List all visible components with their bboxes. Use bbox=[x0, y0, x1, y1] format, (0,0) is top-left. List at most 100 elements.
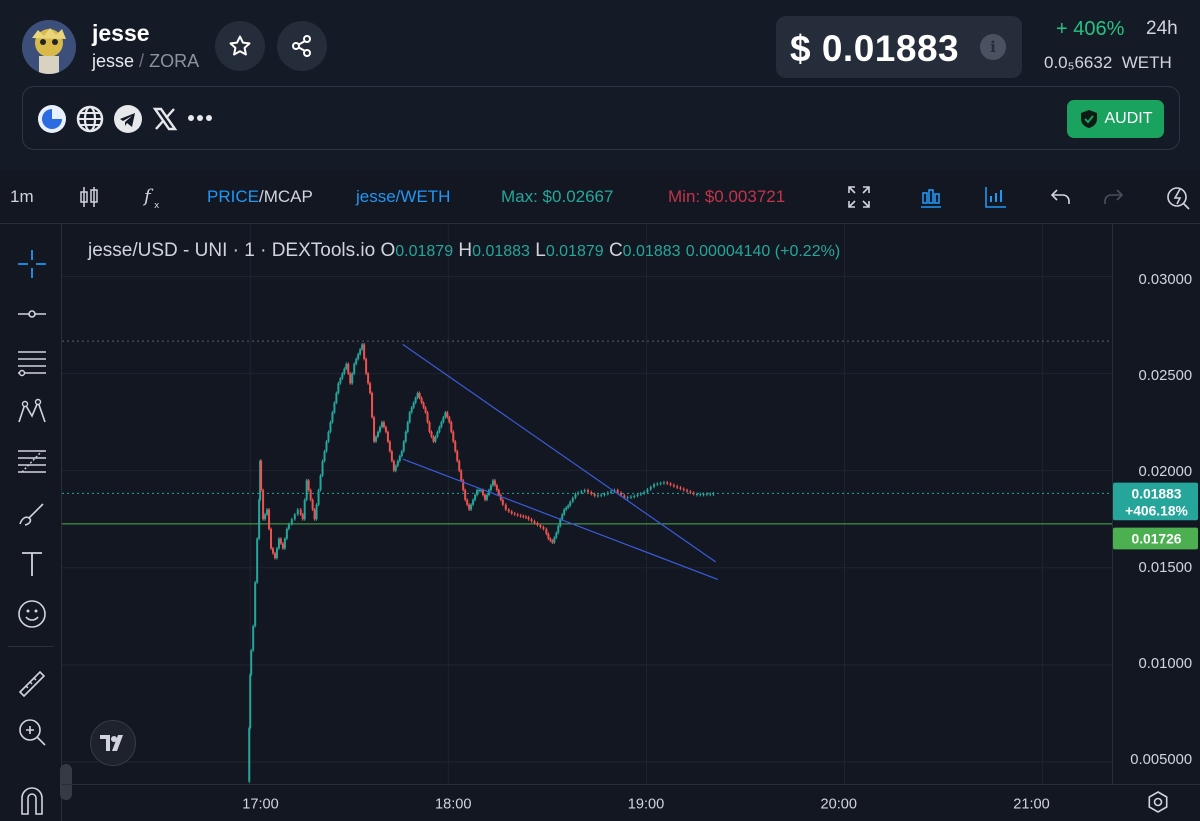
telegram-icon[interactable] bbox=[113, 104, 143, 134]
website-icon[interactable] bbox=[37, 104, 67, 134]
candle bbox=[410, 407, 413, 413]
y-tick-label: 0.01500 bbox=[1139, 560, 1193, 576]
candle bbox=[561, 514, 564, 520]
favorite-button[interactable] bbox=[215, 21, 265, 71]
x-icon[interactable] bbox=[151, 105, 179, 133]
candle bbox=[440, 422, 443, 427]
candle bbox=[545, 528, 548, 534]
indicators-icon[interactable]: f x bbox=[140, 184, 166, 210]
mcap-toggle[interactable]: MCAP bbox=[263, 187, 313, 206]
tradingview-logo[interactable] bbox=[90, 720, 136, 766]
audit-button[interactable]: AUDIT bbox=[1067, 100, 1164, 138]
candle bbox=[623, 495, 626, 498]
price-toggle[interactable]: PRICE bbox=[207, 187, 259, 206]
candle bbox=[412, 402, 415, 408]
candle bbox=[510, 511, 513, 514]
candle bbox=[367, 373, 370, 384]
candle bbox=[553, 537, 556, 543]
open-value: 0.01879 bbox=[395, 243, 454, 260]
candle bbox=[313, 509, 316, 520]
candle bbox=[375, 436, 378, 442]
fib-retracement-icon[interactable] bbox=[16, 446, 48, 478]
candle bbox=[424, 407, 427, 413]
candle bbox=[388, 441, 391, 452]
x-tick-label: 19:00 bbox=[628, 796, 664, 812]
info-icon[interactable]: i bbox=[980, 34, 1006, 60]
share-button[interactable] bbox=[277, 21, 327, 71]
volume-icon[interactable] bbox=[983, 184, 1009, 210]
candle bbox=[462, 480, 465, 491]
redo-icon[interactable] bbox=[1100, 184, 1126, 210]
fullscreen-icon[interactable] bbox=[846, 184, 872, 210]
candle bbox=[414, 397, 417, 403]
undo-icon[interactable] bbox=[1048, 184, 1074, 210]
candle bbox=[574, 493, 577, 498]
magnet-icon[interactable] bbox=[16, 784, 48, 816]
svg-text:f: f bbox=[142, 186, 154, 207]
trend-line-icon[interactable] bbox=[16, 298, 48, 330]
candle bbox=[565, 507, 568, 510]
legend-title: jesse/USD - UNI · 1 · DEXTools.io bbox=[88, 240, 376, 261]
candle bbox=[569, 501, 572, 506]
candle bbox=[551, 540, 554, 543]
time-axis[interactable]: 17:00 18:00 19:00 20:00 21:00 bbox=[62, 784, 1200, 821]
candle bbox=[497, 490, 500, 495]
candle bbox=[357, 354, 360, 359]
candle bbox=[474, 494, 477, 500]
candle bbox=[347, 363, 350, 374]
candle bbox=[258, 499, 261, 539]
candle bbox=[478, 490, 481, 492]
candle bbox=[418, 392, 421, 398]
candle bbox=[351, 373, 354, 384]
low-value: 0.01879 bbox=[545, 243, 604, 260]
candle bbox=[307, 480, 310, 491]
globe-icon[interactable] bbox=[75, 104, 105, 134]
chart-settings-icon[interactable] bbox=[1146, 790, 1170, 814]
candle bbox=[408, 412, 411, 423]
candle bbox=[593, 493, 596, 496]
candle bbox=[365, 358, 368, 374]
candle bbox=[709, 493, 712, 495]
more-icon[interactable] bbox=[187, 111, 213, 125]
crosshair-icon[interactable] bbox=[16, 248, 48, 280]
price-axis[interactable]: 0.03000 0.02500 0.02000 0.01500 0.01000 0.005… bbox=[1112, 224, 1200, 784]
pattern-icon[interactable] bbox=[16, 396, 48, 428]
interval-selector[interactable]: 1m bbox=[10, 187, 34, 206]
candle bbox=[571, 497, 574, 502]
candle bbox=[656, 483, 659, 485]
emoji-icon[interactable] bbox=[16, 598, 48, 630]
candle bbox=[382, 422, 385, 427]
pair-selector[interactable]: jesse/WETH bbox=[356, 187, 451, 206]
candle bbox=[620, 492, 623, 496]
candle bbox=[603, 493, 606, 495]
candle bbox=[309, 490, 312, 500]
candle bbox=[686, 490, 689, 492]
chart-style-icon[interactable] bbox=[918, 184, 944, 210]
candle bbox=[422, 402, 425, 408]
snapshot-icon[interactable] bbox=[1166, 184, 1192, 210]
candle bbox=[404, 431, 407, 442]
candle bbox=[610, 491, 613, 493]
candle bbox=[669, 483, 672, 485]
brush-icon[interactable] bbox=[16, 498, 48, 530]
candle bbox=[355, 358, 358, 364]
candle bbox=[646, 489, 649, 493]
audit-label: AUDIT bbox=[1104, 110, 1153, 127]
candle bbox=[464, 490, 467, 500]
candle bbox=[438, 426, 441, 432]
zoom-in-icon[interactable] bbox=[16, 716, 48, 748]
line-price-tag bbox=[1113, 527, 1199, 550]
toolbar-scrollbar[interactable] bbox=[60, 764, 72, 800]
text-tool-icon[interactable] bbox=[16, 548, 48, 580]
candle bbox=[639, 493, 642, 495]
candle bbox=[563, 509, 566, 515]
candle bbox=[277, 538, 280, 549]
candle bbox=[636, 494, 639, 496]
price-chart[interactable] bbox=[62, 224, 1112, 784]
candle bbox=[676, 486, 679, 488]
horizontal-lines-icon[interactable] bbox=[16, 346, 48, 378]
price-mcap-toggle[interactable]: PRICE/MCAP bbox=[207, 187, 313, 207]
candle-type-icon[interactable] bbox=[76, 184, 102, 210]
ruler-icon[interactable] bbox=[16, 668, 48, 700]
close-value: 0.01883 bbox=[622, 243, 681, 260]
